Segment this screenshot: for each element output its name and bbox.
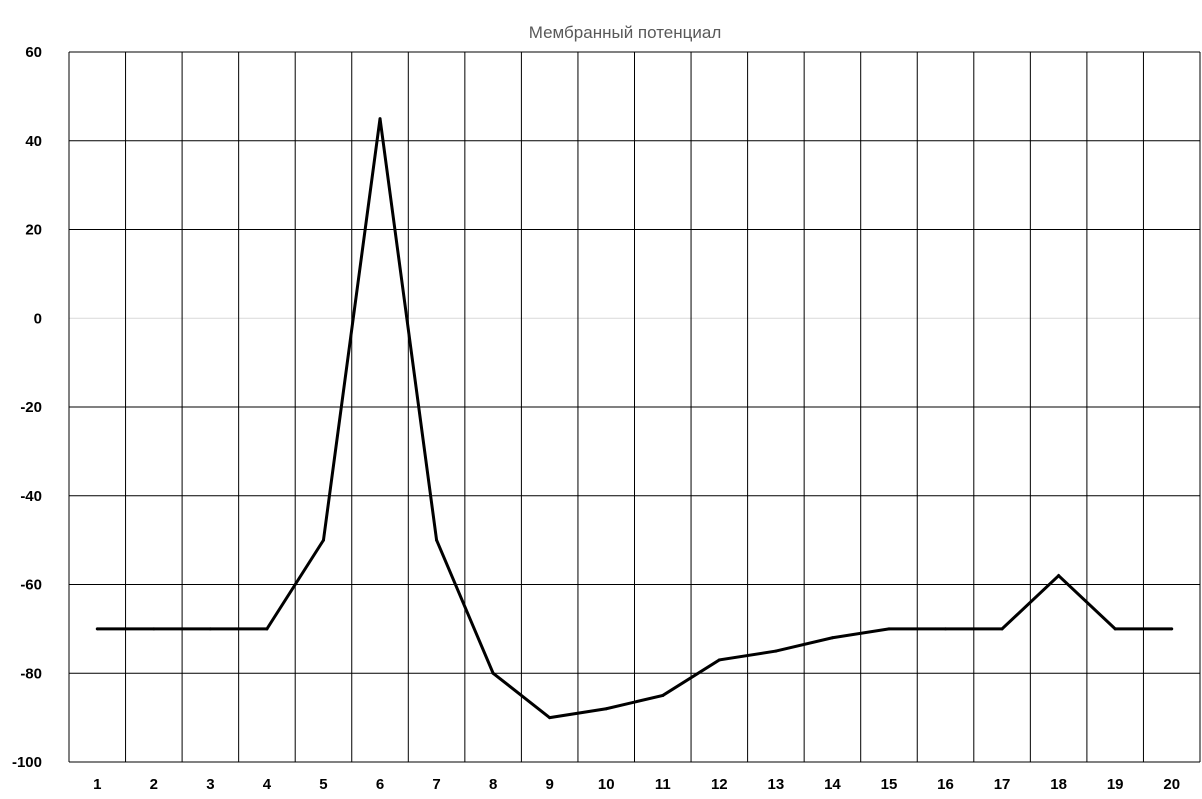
data-point [1170,627,1174,631]
data-point [1113,627,1117,631]
data-point [604,707,608,711]
x-tick-label: 8 [489,776,497,793]
data-point [208,627,212,631]
data-point [378,117,382,121]
data-point [152,627,156,631]
data-point [1000,627,1004,631]
data-point [265,627,269,631]
data-point [944,627,948,631]
data-point [321,538,325,542]
x-tick-label: 16 [937,776,954,793]
x-tick-label: 1 [93,776,101,793]
x-tick-label: 17 [994,776,1011,793]
series-line [97,118,1172,720]
y-tick-label: -60 [20,577,42,594]
series-line-group [95,117,1174,720]
x-tick-label: 9 [546,776,554,793]
x-tick-label: 11 [655,776,671,793]
x-tick-label: 18 [1050,776,1067,793]
x-tick-label: 6 [376,776,384,793]
x-tick-label: 15 [881,776,898,793]
y-tick-label: 40 [25,133,42,150]
y-tick-label: -100 [12,754,42,771]
chart-title: Мембранный потенциал [529,23,722,42]
x-axis-ticks: 1 2 3 4 5 6 7 8 9 10 11 12 13 14 15 16 17 18 19 20 [93,776,1180,793]
x-tick-label: 10 [598,776,615,793]
x-tick-label: 19 [1107,776,1124,793]
y-tick-label: 20 [25,222,42,239]
x-tick-label: 2 [150,776,158,793]
x-tick-label: 4 [263,776,272,793]
data-point [830,636,834,640]
data-point [95,627,99,631]
y-tick-label: 60 [25,44,42,61]
y-tick-label: -20 [20,399,42,416]
data-point [1057,574,1061,578]
y-tick-label: 0 [34,310,42,327]
data-point [774,649,778,653]
data-point [435,538,439,542]
y-axis-ticks: 60 40 20 0 -20 -40 -60 -80 -100 [12,44,42,771]
grid [68,51,1201,763]
x-tick-label: 3 [206,776,214,793]
x-tick-label: 20 [1163,776,1180,793]
data-point [717,658,721,662]
data-point [661,693,665,697]
y-tick-label: -40 [20,488,42,505]
data-point [491,671,495,675]
x-tick-label: 5 [319,776,327,793]
x-tick-label: 14 [824,776,841,793]
x-tick-label: 7 [432,776,440,793]
data-point [548,716,552,720]
y-tick-label: -80 [20,665,42,682]
data-point [887,627,891,631]
x-tick-label: 12 [711,776,728,793]
x-tick-label: 13 [768,776,785,793]
